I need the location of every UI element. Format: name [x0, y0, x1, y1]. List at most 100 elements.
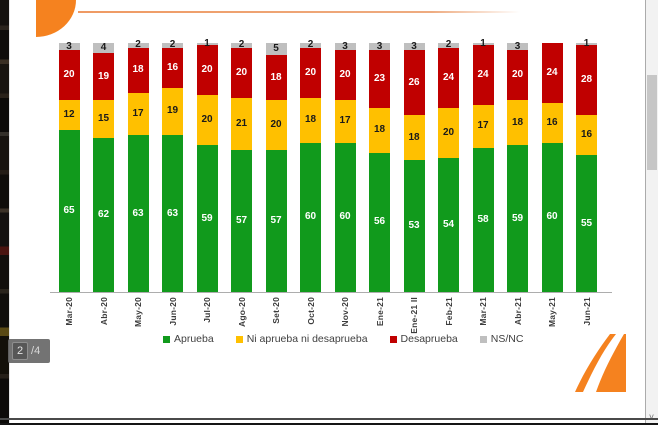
bar-segment-ni-aprueba-ni-desaprueba: 17: [127, 92, 149, 136]
segment-value-label: 2: [445, 39, 452, 51]
segment-value-label: 23: [373, 73, 386, 85]
chart-legend: Aprueba Ni aprueba ni desaprueba Desaprueb…: [163, 333, 523, 345]
segment-value-label: 17: [477, 120, 489, 132]
x-axis-label: Ago-20: [236, 297, 247, 328]
legend-item-aprueba: Aprueba: [163, 333, 214, 345]
legend-label: NS/NC: [490, 333, 524, 345]
bar-segment-ni-aprueba-ni-desaprueba: 18: [300, 97, 321, 143]
page-total: 4: [34, 345, 41, 357]
bar-segment-aprueba: 65: [58, 130, 80, 292]
segment-value-label: 20: [270, 119, 282, 131]
bar-segment-ns-nc: 1: [472, 39, 494, 49]
x-axis-label: Abr-21: [512, 297, 523, 326]
legend-swatch: [235, 335, 243, 343]
bar-segment-ns-nc: 5: [265, 43, 287, 56]
segment-value-label: 2: [307, 39, 314, 51]
legend-item-ns-nc: NS/NC: [479, 333, 524, 345]
bar-segment-ns-nc: 3: [403, 40, 425, 52]
segment-value-label: 18: [511, 116, 524, 128]
segment-value-label: 65: [63, 205, 75, 217]
segment-value-label: 63: [166, 207, 179, 219]
segment-value-label: 53: [408, 220, 420, 231]
segment-value-label: 1: [480, 38, 486, 50]
segment-value-label: 26: [408, 76, 420, 88]
x-axis-line: [50, 292, 612, 293]
segment-value-label: 57: [270, 215, 282, 227]
segment-value-label: 15: [97, 112, 110, 124]
segment-value-label: 2: [135, 39, 141, 51]
bar-segment-ni-aprueba-ni-desaprueba: 20: [265, 100, 287, 151]
bar-segment-desaprueba: 20: [196, 45, 218, 96]
bar-segment-aprueba: 60: [541, 142, 563, 292]
x-axis-label: Jul-20: [202, 297, 212, 323]
scroll-down-icon[interactable]: ˅: [648, 412, 655, 422]
page-indicator[interactable]: 2 /4: [8, 339, 50, 363]
segment-value-label: 18: [132, 64, 144, 76]
bar-segment-aprueba: 60: [300, 142, 321, 292]
bar-segment-ns-nc: 3: [369, 40, 390, 52]
bar-segment-aprueba: 59: [196, 145, 218, 292]
segment-value-label: 2: [238, 39, 245, 51]
bar-segment-aprueba: 55: [576, 155, 597, 292]
bar-segment-aprueba: 54: [438, 157, 459, 292]
segment-value-label: 62: [97, 208, 110, 220]
bar-segment-aprueba: 62: [93, 137, 114, 292]
segment-value-label: 4: [100, 41, 107, 53]
bar-segment-ni-aprueba-ni-desaprueba: 18: [507, 100, 528, 146]
x-axis-label: Ene-21: [374, 297, 385, 327]
legend-swatch: [163, 335, 170, 343]
bar-segment-desaprueba: 28: [576, 45, 597, 116]
segment-value-label: 60: [304, 211, 317, 223]
x-axis-label: Ene-21 II: [409, 297, 419, 334]
bar-segment-ni-aprueba-ni-desaprueba: 19: [162, 87, 183, 136]
background-window-strip: [0, 0, 10, 425]
x-axis-label: May-21: [547, 297, 557, 328]
segment-value-label: 58: [477, 213, 489, 225]
page-separator: /: [31, 345, 35, 357]
bar-segment-ns-nc: 4: [93, 41, 114, 53]
bar-segment-ns-nc: 3: [58, 41, 80, 51]
bar-segment-ns-nc: 3: [507, 40, 528, 52]
segment-value-label: 12: [63, 109, 75, 121]
segment-value-label: 3: [342, 40, 348, 52]
segment-value-label: 63: [132, 207, 144, 219]
legend-label: Aprueba: [174, 333, 214, 345]
legend-item-ni-aprueba-ni-desaprueba: Ni aprueba ni desaprueba: [235, 333, 368, 345]
page-number-field[interactable]: 2: [12, 342, 28, 360]
scrollbar-track[interactable]: [645, 0, 658, 425]
segment-value-label: 16: [166, 61, 179, 73]
accent-line: [78, 11, 520, 13]
segment-value-label: 18: [304, 114, 317, 126]
bar-segment-ns-nc: 1: [196, 39, 218, 49]
scrollbar-thumb[interactable]: [647, 75, 657, 170]
x-axis-label: Mar-21: [478, 297, 488, 326]
bar-segment-ni-aprueba-ni-desaprueba: 20: [196, 95, 218, 146]
bar-segment-desaprueba: 19: [93, 52, 114, 101]
segment-value-label: 20: [339, 69, 351, 81]
segment-value-label: 3: [514, 40, 521, 52]
x-axis-label: Abr-20: [98, 297, 109, 326]
segment-value-label: 3: [376, 40, 383, 52]
segment-value-label: 24: [477, 69, 489, 81]
bar-segment-ns-nc: 2: [300, 39, 321, 51]
bar-segment-aprueba: 57: [231, 150, 252, 292]
segment-value-label: 20: [442, 126, 455, 138]
segment-value-label: 17: [132, 107, 144, 119]
bar-segment-aprueba: 60: [334, 142, 356, 292]
legend-label: Desaprueba: [400, 333, 458, 345]
legend-label: Ni aprueba ni desaprueba: [246, 333, 368, 345]
bar-segment-desaprueba: 20: [334, 50, 356, 101]
bar-segment-ni-aprueba-ni-desaprueba: 15: [93, 100, 114, 138]
segment-value-label: 20: [511, 69, 524, 81]
bar-segment-aprueba: 63: [127, 135, 149, 292]
segment-value-label: 20: [304, 66, 317, 78]
x-axis-label: May-20: [133, 297, 143, 328]
x-axis-label: Set-20: [271, 297, 281, 324]
bar-segment-ni-aprueba-ni-desaprueba: 17: [472, 105, 494, 148]
segment-value-label: 21: [235, 117, 248, 129]
x-axis-label: Jun-20: [167, 297, 178, 326]
bar-segment-ns-nc: 2: [127, 39, 149, 51]
bar-segment-desaprueba: 26: [403, 50, 425, 116]
bar-segment-ni-aprueba-ni-desaprueba: 16: [541, 102, 563, 143]
segment-value-label: 3: [411, 40, 417, 52]
